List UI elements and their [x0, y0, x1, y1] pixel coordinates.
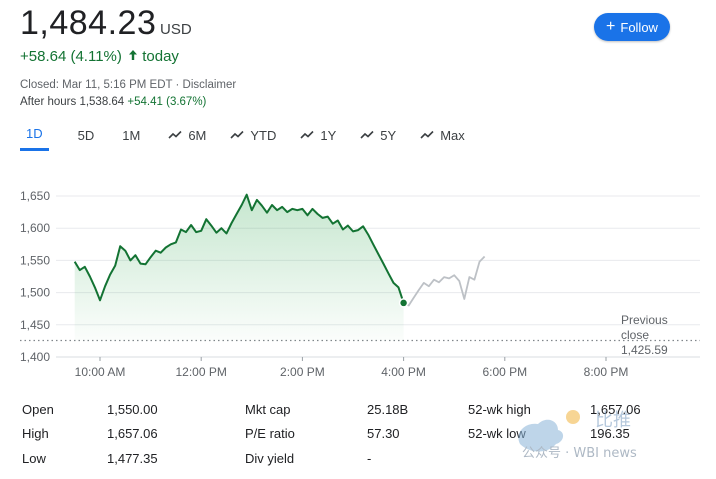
trend-icon: [420, 130, 434, 139]
follow-button[interactable]: + Follow: [594, 13, 670, 41]
x-tick-label: 12:00 PM: [176, 365, 227, 379]
stat-low-value: 1,477.35: [107, 451, 158, 466]
tab-ytd[interactable]: YTD: [230, 126, 276, 151]
plus-icon: +: [606, 17, 616, 35]
stat-52wk-high-label: 52-wk high: [468, 402, 531, 417]
price-line-after-hours: [403, 255, 486, 307]
y-tick-label: 1,600: [20, 221, 50, 235]
x-tick-label: 4:00 PM: [381, 365, 426, 379]
change-period: today: [142, 48, 179, 65]
previous-close-line1: Previous: [621, 313, 668, 327]
stat-open-label: Open: [22, 402, 54, 417]
tab-1d[interactable]: 1D: [20, 126, 49, 151]
price-change: +58.64 (4.11%) today: [20, 48, 179, 65]
y-tick-label: 1,500: [20, 286, 50, 300]
range-tabs: 1D 5D 1M 6M YTD 1Y 5Y Max: [20, 126, 465, 151]
x-tick-label: 2:00 PM: [280, 365, 325, 379]
trend-icon: [230, 130, 244, 139]
closed-info: Closed: Mar 11, 5:16 PM EDT · Disclaimer: [20, 79, 237, 91]
x-tick-label: 10:00 AM: [75, 365, 126, 379]
stat-open-value: 1,550.00: [107, 402, 158, 417]
x-tick-label: 8:00 PM: [584, 365, 629, 379]
x-tick-label: 6:00 PM: [482, 365, 527, 379]
tab-label: 5D: [77, 127, 95, 143]
price-line-regular: [73, 193, 405, 304]
tab-label: 1M: [122, 127, 141, 143]
tab-label: YTD: [250, 127, 277, 143]
previous-close-label: Previous close 1,425.59: [621, 313, 668, 358]
tab-5y[interactable]: 5Y: [360, 126, 396, 151]
stat-mktcap-label: Mkt cap: [245, 402, 291, 417]
y-tick-label: 1,550: [20, 253, 50, 267]
tab-6m[interactable]: 6M: [168, 126, 206, 151]
currency-label: USD: [160, 21, 192, 38]
tab-label: 6M: [188, 127, 207, 143]
stat-52wk-high-value: 1,657.06: [590, 402, 641, 417]
stat-52wk-low-value: 196.35: [590, 426, 630, 441]
change-value: +58.64 (4.11%): [20, 48, 122, 65]
stat-pe-value: 57.30: [367, 426, 400, 441]
stat-divyield-label: Div yield: [245, 451, 295, 466]
y-tick-label: 1,650: [20, 189, 50, 203]
trend-icon: [360, 130, 374, 139]
tab-5d[interactable]: 5D: [78, 126, 95, 151]
price-area-fill: [74, 194, 404, 341]
after-hours-change: +54.41 (3.67%): [127, 96, 207, 108]
stat-low-label: Low: [22, 451, 46, 466]
follow-label: Follow: [620, 19, 658, 35]
up-arrow-icon: [128, 48, 138, 65]
last-price-point: [398, 298, 409, 308]
stat-mktcap-value: 25.18B: [367, 402, 409, 417]
tab-label: Max: [440, 127, 465, 143]
y-tick-label: 1,400: [20, 350, 50, 364]
tab-label: 5Y: [380, 127, 397, 143]
previous-close-value: 1,425.59: [621, 343, 668, 357]
after-hours-label: After hours 1,538.64: [20, 96, 125, 108]
stock-price: 1,484.23: [20, 4, 157, 42]
tab-max[interactable]: Max: [420, 126, 465, 151]
watermark-account: 公众号 · WBI news: [522, 446, 637, 461]
tab-label: 1D: [26, 126, 43, 141]
trend-icon: [300, 130, 314, 139]
stat-52wk-low-label: 52-wk low: [468, 426, 526, 441]
after-hours-info: After hours 1,538.64 +54.41 (3.67%): [20, 96, 206, 108]
stat-high-label: High: [22, 426, 49, 441]
tab-1m[interactable]: 1M: [122, 126, 140, 151]
tab-label: 1Y: [320, 127, 337, 143]
stat-pe-label: P/E ratio: [245, 426, 295, 441]
trend-icon: [168, 130, 182, 139]
price-chart[interactable]: 1,650 1,600 1,550 1,500 1,450 1,400 10:00 AM 1…: [0, 175, 716, 385]
coin-icon: [566, 410, 580, 424]
previous-close-line2: close: [621, 328, 650, 342]
stat-divyield-value: -: [367, 451, 372, 466]
stat-high-value: 1,657.06: [107, 426, 158, 441]
y-tick-label: 1,450: [20, 318, 50, 332]
tab-1y[interactable]: 1Y: [300, 126, 336, 151]
